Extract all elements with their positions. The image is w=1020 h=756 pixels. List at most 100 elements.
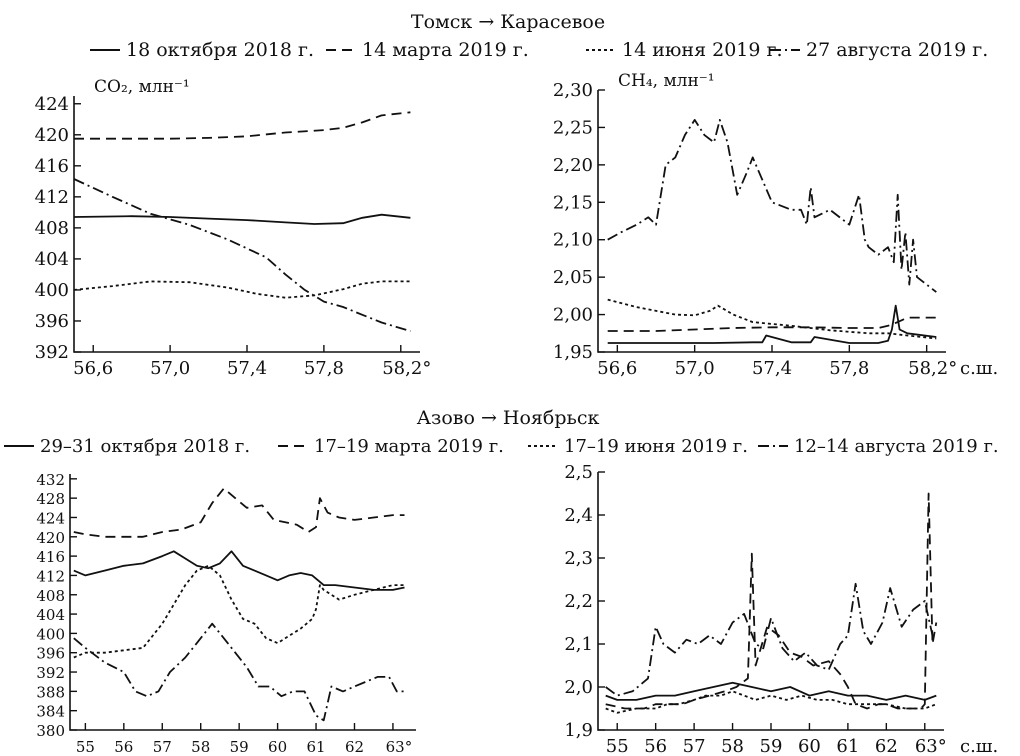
x-tick-label: 60 xyxy=(268,738,287,756)
x-tick-label: 59 xyxy=(230,738,249,756)
y-tick-label: 408 xyxy=(35,218,69,239)
x-tick-label: 56,6 xyxy=(73,358,113,379)
top-title: Томск → Карасевое xyxy=(411,11,605,33)
y-tick-label: 404 xyxy=(35,249,69,270)
y-tick-label: 400 xyxy=(35,280,69,301)
legend-label-dot: 17–19 июня 2019 г. xyxy=(564,436,748,457)
series-line-dashdot xyxy=(607,119,937,293)
x-tick-label: 56 xyxy=(114,738,133,756)
x-tick-label: 57 xyxy=(683,736,706,756)
top-legend: 18 октября 2018 г. 14 марта 2019 г. 14 июн… xyxy=(90,39,988,61)
y-tick-label: 392 xyxy=(36,664,65,682)
y-tick-label: 432 xyxy=(36,471,65,489)
y-tick-label: 404 xyxy=(36,606,65,624)
panel-top-co2: 392 396 400 404 408 412 416 420 424 56,6 57,0 57,4 5… xyxy=(35,77,432,379)
x-tick-label: 55 xyxy=(606,736,629,756)
series-line-dot xyxy=(73,564,405,659)
series-line-dash xyxy=(607,316,937,332)
x-tick-label: 63° xyxy=(915,736,947,756)
x-tick-label: 57,0 xyxy=(150,358,190,379)
y-tick-label: 2,05 xyxy=(553,267,593,288)
x-tick-label: 61 xyxy=(836,736,859,756)
y-tick-label: 2,20 xyxy=(553,155,593,176)
y-tick-label: 2,2 xyxy=(564,591,593,612)
x-tick-label: 57,0 xyxy=(675,358,715,379)
y-tick-label: 2,1 xyxy=(564,634,593,655)
x-tick-label: 57,4 xyxy=(752,358,792,379)
x-tick-label: 59 xyxy=(760,736,783,756)
x-tick-label: 62 xyxy=(345,738,364,756)
x-tick-label: 60 xyxy=(798,736,821,756)
x-tick-label: 58 xyxy=(721,736,744,756)
legend-label-dash: 14 марта 2019 г. xyxy=(362,39,529,61)
y-tick-label: 412 xyxy=(35,187,69,208)
series-line-solid xyxy=(73,550,405,591)
y-tick-label: 2,3 xyxy=(564,548,593,569)
y-tick-label: 392 xyxy=(35,342,69,363)
series-line-dash xyxy=(74,111,411,140)
y-axis-label: CO₂, млн⁻¹ xyxy=(94,77,190,97)
panel-bottom-ch4: 1,9 2,0 2,1 2,2 2,3 2,4 2,5 55 56 57 58 59 60 61 62 63°… xyxy=(564,462,998,756)
x-tick-label: 55 xyxy=(76,738,95,756)
y-tick-label: 428 xyxy=(36,490,65,508)
y-tick-label: 380 xyxy=(36,722,65,740)
y-tick-label: 2,15 xyxy=(553,192,593,213)
series-line-solid xyxy=(73,213,411,225)
series-line-dot xyxy=(607,298,937,340)
y-tick-label: 384 xyxy=(36,703,65,721)
x-tick-label: 58 xyxy=(191,738,210,756)
y-tick-label: 2,25 xyxy=(553,117,593,138)
y-tick-label: 396 xyxy=(36,645,65,663)
legend-label-dash: 17–19 марта 2019 г. xyxy=(314,436,504,457)
legend-label-solid: 18 октября 2018 г. xyxy=(126,39,314,61)
y-tick-label: 2,10 xyxy=(553,230,593,251)
series-line-dash xyxy=(605,492,938,710)
x-tick-label: 57,8 xyxy=(304,358,344,379)
series-line-dashdot xyxy=(605,582,934,697)
y-tick-label: 2,00 xyxy=(553,305,593,326)
y-tick-label: 424 xyxy=(35,94,69,115)
x-tick-label: 56,6 xyxy=(597,358,637,379)
y-axis-label: CH₄, млн⁻¹ xyxy=(618,71,715,91)
x-tick-label: 63° xyxy=(386,738,413,756)
x-tick-label: 62 xyxy=(875,736,898,756)
series-line-dot xyxy=(605,690,937,714)
y-tick-label: 400 xyxy=(36,625,65,643)
bottom-title: Азово → Ноябрьск xyxy=(417,407,600,429)
series-line-dashdot xyxy=(73,178,411,332)
series-line-solid xyxy=(607,304,937,344)
y-tick-label: 420 xyxy=(36,529,65,547)
axes-frame xyxy=(73,96,420,353)
y-tick-label: 420 xyxy=(35,125,69,146)
series-line-dot xyxy=(73,280,411,299)
series-line-dashdot xyxy=(73,622,405,722)
y-tick-label: 2,0 xyxy=(564,677,593,698)
x-tick-label: 57,8 xyxy=(829,358,869,379)
y-tick-label: 416 xyxy=(36,548,65,566)
legend-label-dashdot: 27 августа 2019 г. xyxy=(806,39,988,61)
x-tick-label: 61 xyxy=(306,738,325,756)
y-tick-label: 396 xyxy=(35,311,69,332)
legend-label-dot: 14 июня 2019 г. xyxy=(622,39,783,61)
y-tick-label: 2,30 xyxy=(553,80,593,101)
legend-label-dashdot: 12–14 августа 2019 г. xyxy=(794,436,999,457)
series-line-solid xyxy=(605,681,937,701)
x-tick-label: 57 xyxy=(153,738,172,756)
bottom-legend: 29–31 октября 2018 г. 17–19 марта 2019 г.… xyxy=(4,436,999,457)
y-tick-label: 416 xyxy=(35,156,69,177)
legend-label-solid: 29–31 октября 2018 г. xyxy=(40,436,250,457)
x-tick-label: 57,4 xyxy=(227,358,267,379)
x-axis-label: с.ш. xyxy=(960,736,998,756)
x-tick-label: 58,2° xyxy=(908,358,957,379)
x-tick-label: 58,2° xyxy=(382,358,431,379)
axes-frame xyxy=(69,474,416,731)
y-tick-label: 2,5 xyxy=(564,462,593,483)
y-tick-label: 408 xyxy=(36,587,65,605)
panel-top-ch4: 1,95 2,00 2,05 2,10 2,15 2,20 2,25 2,30 56,6 57,0… xyxy=(553,71,998,379)
y-tick-label: 1,9 xyxy=(564,720,593,741)
y-tick-label: 2,4 xyxy=(564,505,593,526)
y-tick-label: 388 xyxy=(36,683,65,701)
series-line-dash xyxy=(73,487,405,538)
